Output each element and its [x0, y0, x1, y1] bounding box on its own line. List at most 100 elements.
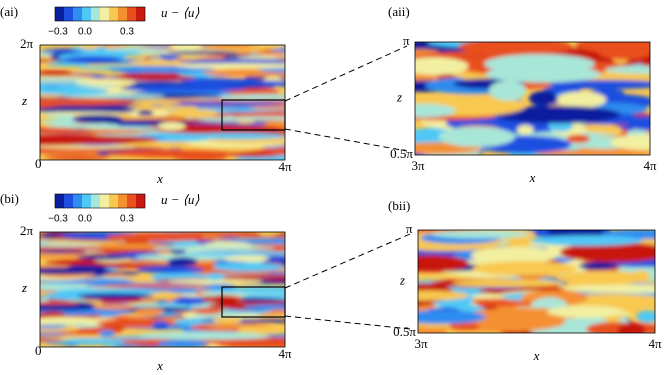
field-streak — [166, 109, 219, 118]
field-streak — [169, 45, 202, 51]
field-streak — [617, 322, 646, 333]
field-streak — [177, 58, 285, 65]
field-streak — [610, 134, 650, 151]
contour-field — [40, 45, 285, 160]
zoom-line — [284, 233, 411, 289]
field-streak — [92, 304, 137, 310]
field-streak — [534, 149, 650, 155]
field-streak — [152, 321, 170, 330]
field-streak — [217, 340, 285, 347]
field-streak — [40, 130, 153, 134]
field-streak — [45, 63, 91, 67]
field-streak — [137, 110, 154, 116]
colorbar-cell — [109, 7, 118, 21]
field-streak — [516, 124, 534, 135]
field-streak — [547, 305, 625, 318]
field-streak — [40, 249, 87, 254]
field-streak — [55, 288, 160, 296]
field-streak — [206, 138, 285, 144]
colorbar-cell — [136, 7, 145, 21]
field-streak — [40, 311, 65, 317]
x-tick-label: 4π — [648, 336, 662, 351]
field-streak — [560, 242, 655, 263]
field-streak — [40, 135, 158, 144]
zoom-line — [284, 45, 408, 102]
field-streak — [415, 57, 469, 76]
colorbar-cell — [55, 194, 64, 208]
field-streak — [151, 101, 285, 107]
field-streak — [40, 87, 110, 95]
field-streak — [191, 307, 225, 314]
colorbar-tick: 0.0 — [78, 214, 92, 225]
field-streak — [636, 310, 655, 323]
field-streak — [418, 254, 469, 272]
inset-box — [221, 286, 286, 318]
colorbar-cell — [118, 194, 127, 208]
field-streak — [40, 111, 126, 115]
x-tick-label: 4π — [643, 158, 657, 173]
colorbar-cell — [91, 194, 100, 208]
panel-label: (ai) — [0, 4, 18, 19]
colorbar-tick: −0.3 — [48, 27, 68, 38]
x-tick-label: 4π — [278, 346, 292, 361]
field-streak — [556, 91, 607, 108]
field-streak — [105, 149, 242, 158]
field-streak — [40, 146, 105, 155]
colorbar-frame — [54, 6, 146, 22]
colorbar-cell — [73, 7, 82, 21]
field-streak — [257, 232, 279, 236]
field-streak — [438, 126, 515, 148]
field-blobs — [40, 232, 285, 347]
colorbar-cell — [91, 7, 100, 21]
field-streak — [40, 98, 136, 106]
field-blobs — [418, 230, 655, 333]
field-streak — [135, 308, 165, 316]
field-streak — [470, 246, 558, 264]
field-streak — [597, 43, 650, 60]
field-streak — [489, 80, 527, 101]
field-streak — [206, 272, 225, 281]
field-streak — [116, 72, 197, 81]
field-streak — [40, 142, 85, 146]
colorbar-cell — [100, 7, 109, 21]
field-streak — [95, 243, 170, 250]
y-axis-label: z — [21, 280, 27, 295]
colorbar-frame — [54, 193, 146, 209]
field-streak — [172, 296, 210, 305]
field-blobs — [40, 45, 285, 160]
x-tick-label: 3π — [411, 158, 425, 173]
field-streak — [40, 301, 80, 305]
zoom-line — [284, 128, 408, 152]
field-streak — [418, 310, 487, 325]
field-blobs — [415, 42, 650, 155]
field-streak — [76, 254, 131, 260]
panel-label: (bii) — [388, 198, 410, 213]
field-streak — [106, 233, 204, 242]
field-streak — [151, 334, 271, 340]
field-streak — [234, 155, 285, 160]
x-axis-label: x — [156, 358, 163, 373]
field-streak — [108, 65, 216, 73]
inset-box — [221, 99, 286, 131]
field-streak — [431, 230, 530, 239]
colorbar-tick: −0.3 — [48, 214, 68, 225]
field-streak — [155, 126, 272, 134]
field-streak — [236, 119, 256, 124]
field-streak — [484, 54, 595, 74]
field-streak — [562, 284, 655, 294]
field-streak — [206, 116, 285, 121]
colorbar-label: u − ⟨u⟩ — [161, 192, 199, 207]
field-streak — [494, 105, 621, 124]
colorbar-cell — [73, 194, 82, 208]
y-tick-label: 0 — [35, 343, 42, 358]
y-tick-label: 2π — [20, 36, 34, 51]
field-streak — [102, 273, 126, 278]
field-streak — [72, 114, 123, 124]
field-streak — [44, 154, 111, 160]
field-streak — [157, 339, 209, 347]
field-streak — [60, 338, 126, 345]
contour-field — [418, 230, 655, 333]
y-tick-label: 0 — [35, 156, 42, 171]
colorbar-cell — [118, 7, 127, 21]
